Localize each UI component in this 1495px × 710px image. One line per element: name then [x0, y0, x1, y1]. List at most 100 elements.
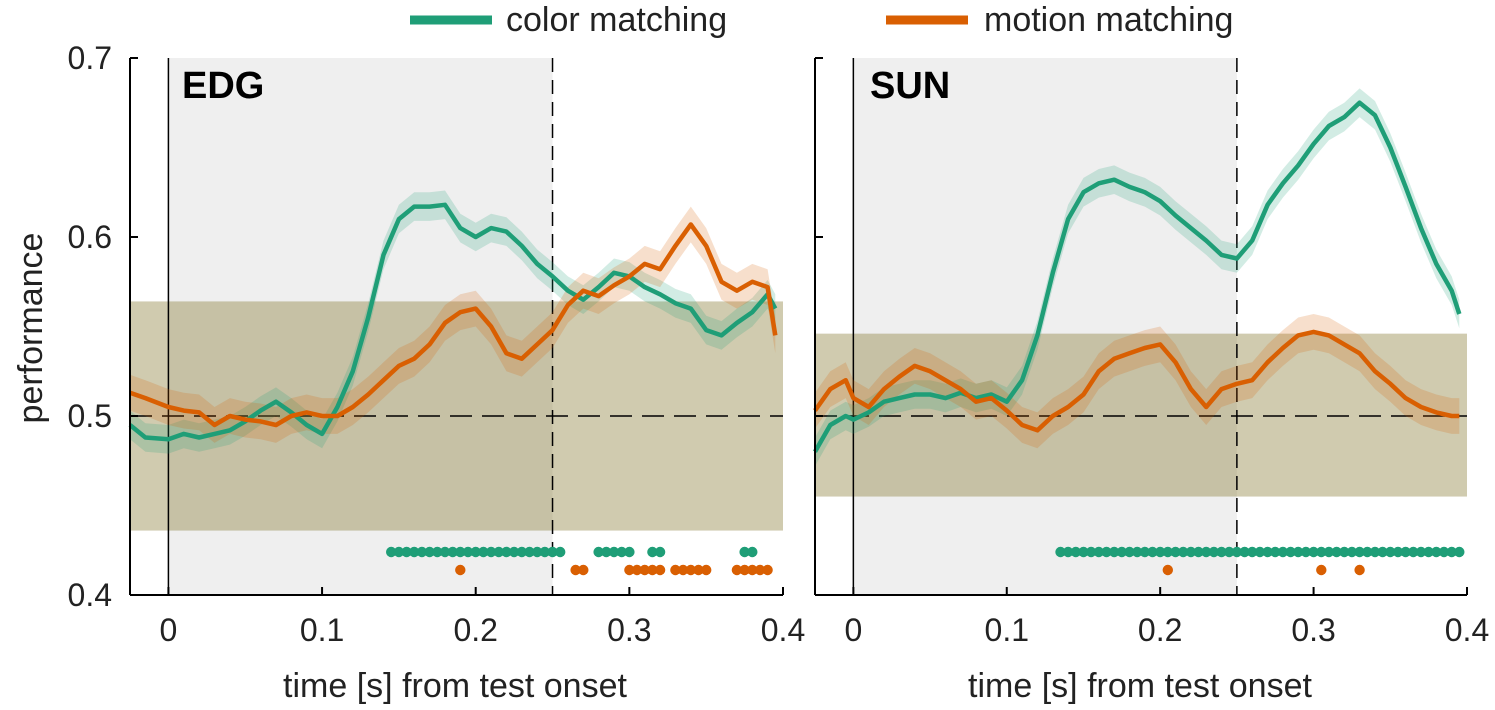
significance-dot-motion-matching-edg: [731, 564, 743, 576]
significance-dot-motion-matching-edg: [455, 564, 466, 576]
significance-dot-color-matching-edg: [747, 546, 758, 558]
significance-dot-color-matching-edg: [539, 546, 550, 558]
significance-dot-color-matching-sun: [1308, 546, 1319, 558]
x-tick-label-edg: 0.4: [761, 612, 805, 648]
significance-dot-color-matching-sun: [1224, 546, 1235, 558]
significance-dot-motion-matching-edg: [762, 564, 773, 576]
significance-dot-color-matching-sun: [1339, 546, 1350, 558]
significance-dot-color-matching-sun: [1377, 546, 1388, 558]
significance-dot-color-matching-edg: [555, 546, 566, 558]
legend-label-motion-matching: motion matching: [984, 1, 1233, 39]
significance-dot-color-matching-sun: [1254, 546, 1266, 558]
significance-dot-motion-matching-edg: [654, 564, 666, 576]
x-axis-label-edg: time [s] from test onset: [283, 667, 627, 705]
significance-dot-color-matching-edg: [524, 546, 535, 558]
significance-dot-color-matching-sun: [1316, 546, 1327, 558]
significance-dot-color-matching-edg: [624, 546, 635, 558]
significance-dot-motion-matching-edg: [639, 564, 650, 576]
significance-dot-motion-matching-sun: [1316, 564, 1327, 576]
significance-dot-color-matching-sun: [1262, 546, 1273, 558]
significance-dot-motion-matching-edg: [693, 564, 704, 576]
significance-dot-color-matching-edg: [593, 546, 604, 558]
significance-dot-color-matching-edg: [478, 546, 489, 558]
significance-dot-color-matching-sun: [1132, 546, 1143, 558]
null-band-sun-0: [815, 333, 1467, 497]
significance-dot-color-matching-edg: [508, 546, 520, 558]
significance-dot-color-matching-sun: [1346, 546, 1358, 558]
x-axis-label-sun: time [s] from test onset: [968, 667, 1312, 705]
error-band-color-matching-edg: [130, 190, 776, 454]
significance-dot-color-matching-edg: [647, 546, 658, 558]
significance-dot-color-matching-sun: [1155, 546, 1166, 558]
significance-dot-color-matching-sun: [1101, 546, 1112, 558]
x-tick-label-sun: 0.4: [1445, 612, 1489, 648]
legend-label-color-matching: color matching: [506, 1, 727, 39]
x-tick-label-edg: 0.3: [607, 612, 651, 648]
panel-sun: 0 0.1 0.2 0.3 0.4 SUN time [s] from test ons…: [813, 57, 1489, 705]
significance-dot-color-matching-sun: [1408, 546, 1419, 558]
significance-dot-motion-matching-edg: [631, 564, 643, 576]
significance-dot-color-matching-edg: [516, 546, 527, 558]
significance-dot-color-matching-sun: [1385, 546, 1396, 558]
significance-dot-motion-matching-edg: [670, 564, 681, 576]
significance-dot-color-matching-sun: [1139, 546, 1151, 558]
significance-dot-color-matching-sun: [1093, 546, 1105, 558]
significance-dot-motion-matching-edg: [739, 564, 750, 576]
significance-dot-color-matching-sun: [1415, 546, 1427, 558]
significance-dot-color-matching-edg: [432, 546, 443, 558]
significance-dot-color-matching-sun: [1239, 546, 1250, 558]
significance-dot-color-matching-sun: [1055, 546, 1066, 558]
significance-dot-motion-matching-edg: [647, 564, 658, 576]
null-band-sun-1: [815, 333, 1467, 497]
significance-dot-color-matching-sun: [1109, 546, 1120, 558]
error-band-motion-matching-edg: [130, 206, 776, 443]
significance-dot-motion-matching-sun: [1162, 564, 1174, 576]
x-tick-label-edg: 0: [160, 612, 178, 648]
significance-dot-motion-matching-edg: [747, 564, 758, 576]
significance-dot-color-matching-sun: [1362, 546, 1373, 558]
series-line-motion-matching-edg: [129, 222, 778, 428]
significance-dot-color-matching-edg: [401, 546, 412, 558]
significance-dot-color-matching-edg: [616, 546, 627, 558]
significance-dot-color-matching-edg: [470, 546, 481, 558]
x-tick-label-sun: 0.1: [985, 612, 1029, 648]
significance-dot-color-matching-edg: [493, 546, 504, 558]
significance-dot-color-matching-sun: [1062, 546, 1074, 558]
significance-dot-motion-matching-edg: [701, 564, 712, 576]
panel-title-edg: EDG: [182, 65, 264, 107]
y-tick-label: 0.7: [68, 40, 112, 76]
significance-dot-color-matching-edg: [393, 546, 405, 558]
significance-dot-color-matching-sun: [1446, 546, 1457, 558]
significance-dot-color-matching-sun: [1300, 546, 1312, 558]
significance-dot-color-matching-edg: [608, 546, 620, 558]
significance-dot-color-matching-sun: [1078, 546, 1089, 558]
significance-dot-color-matching-edg: [424, 546, 435, 558]
significance-dot-color-matching-edg: [409, 546, 420, 558]
significance-dot-motion-matching-edg: [677, 564, 689, 576]
stimulus-interval-sun: [853, 58, 1237, 595]
significance-dot-motion-matching-edg: [754, 564, 766, 576]
significance-dot-color-matching-sun: [1116, 546, 1128, 558]
significance-dot-motion-matching-edg: [685, 564, 696, 576]
series-line-motion-matching-sun: [813, 329, 1460, 433]
significance-dot-color-matching-edg: [416, 546, 428, 558]
significance-dot-color-matching-sun: [1277, 546, 1289, 558]
significance-dot-motion-matching-edg: [578, 564, 589, 576]
significance-dot-color-matching-sun: [1201, 546, 1212, 558]
significance-dot-motion-matching-edg: [570, 564, 581, 576]
significance-dot-color-matching-sun: [1400, 546, 1411, 558]
x-tick-label-sun: 0.2: [1138, 612, 1182, 648]
significance-dot-color-matching-edg: [501, 546, 512, 558]
series-line-color-matching-sun: [813, 100, 1462, 453]
legend: color matching motion matching: [410, 1, 1233, 39]
significance-dot-color-matching-sun: [1085, 546, 1097, 558]
significance-dot-color-matching-sun: [1392, 546, 1404, 558]
significance-dot-color-matching-sun: [1231, 546, 1243, 558]
significance-dot-motion-matching-edg: [624, 564, 635, 576]
significance-dot-color-matching-sun: [1070, 546, 1082, 558]
significance-dot-color-matching-edg: [447, 546, 458, 558]
significance-dot-color-matching-edg: [547, 546, 558, 558]
significance-dot-color-matching-sun: [1147, 546, 1158, 558]
y-tick-label: 0.5: [68, 398, 112, 434]
